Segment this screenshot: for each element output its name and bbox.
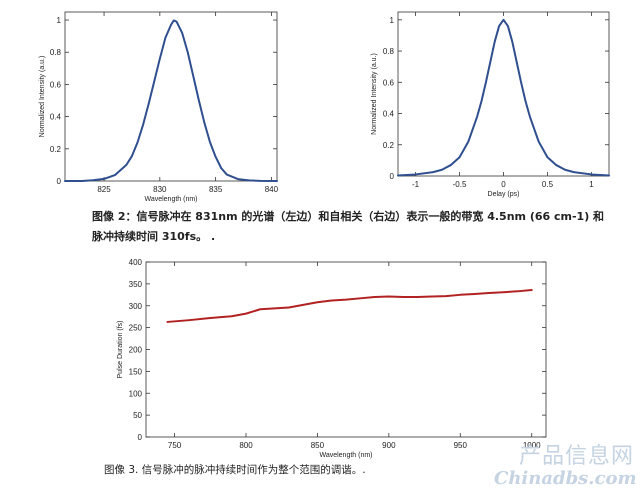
chart-autocorrelation-xtick-label: -1 (412, 180, 420, 189)
chart-spectrum-ytick-label: 0.8 (50, 48, 62, 57)
chart-spectrum-ytick-label: 0 (57, 177, 62, 186)
chart-duration-ytick-label: 150 (129, 367, 143, 376)
chart-spectrum-frame (64, 11, 278, 182)
chart-duration-xtick-label: 900 (382, 441, 396, 450)
chart-spectrum-series-line (64, 19, 278, 182)
chart-spectrum-ytick-label: 0.6 (50, 80, 62, 89)
chart-autocorrelation-xlabel: Delay (ps) (488, 191, 520, 198)
chart-autocorrelation-ytick-label: 0.4 (383, 110, 395, 119)
chart-autocorrelation-ytick-label: 1 (390, 16, 395, 25)
chart-duration-ytick-label: 50 (133, 411, 142, 420)
chart-duration-xtick-label: 800 (239, 441, 253, 450)
chart-autocorrelation-ytick-label: 0.6 (383, 78, 395, 87)
figure-3-caption: 图像 3. 信号脉冲的脉冲持续时间作为整个范围的调谐。. (104, 464, 366, 476)
chart-spectrum-xtick-label: 825 (97, 185, 111, 194)
chart-spectrum-xtick-label: 835 (209, 185, 223, 194)
chart-duration-ytick-label: 400 (129, 258, 143, 267)
chart-duration-xtick-label: 750 (168, 441, 182, 450)
chart-autocorrelation-series-line (397, 18, 610, 177)
chart-spectrum-ytick-label: 0.4 (50, 113, 62, 122)
chart-autocorrelation-xtick-label: 1 (589, 180, 594, 189)
chart-duration-ytick-label: 200 (129, 346, 143, 355)
chart-autocorrelation-ytick-label: 0.2 (383, 141, 395, 150)
figure-2-caption: 图像 2：信号脉冲在 831nm 的光谱（左边）和自相关（右边）表示一般的带宽 … (92, 210, 605, 243)
chart-autocorrelation-xtick-label: 0.5 (542, 180, 554, 189)
chart-spectrum-ytick-label: 1 (57, 16, 62, 25)
chart-duration-xlabel: Wavelength (nm) (319, 452, 372, 459)
chart-spectrum-ylabel: Normalized Intensity (a.u.) (39, 56, 46, 138)
chart-spectrum-xlabel: Wavelength (nm) (144, 196, 197, 203)
chart-spectrum-ytick-label: 0.2 (50, 145, 62, 154)
chart-duration-xtick-label: 950 (454, 441, 468, 450)
chart-duration-ytick-label: 350 (129, 280, 143, 289)
chart-autocorrelation-xtick-label: 0 (501, 180, 506, 189)
chart-autocorrelation-ytick-label: 0 (390, 172, 395, 181)
chart-spectrum-xtick-label: 830 (153, 185, 167, 194)
chart-autocorrelation-ytick-label: 0.8 (383, 47, 395, 56)
chart-duration-series-line (166, 289, 533, 323)
chart-autocorrelation-xtick-label: -0.5 (453, 180, 467, 189)
chart-duration-ytick-label: 250 (129, 324, 143, 333)
chart-duration-ytick-label: 0 (138, 433, 143, 442)
chart-autocorrelation-ylabel: Normalized Intensity (a.u.) (371, 53, 378, 135)
chart-duration-ytick-label: 100 (129, 389, 143, 398)
chart-duration-xtick-label: 850 (311, 441, 325, 450)
chart-duration-frame (145, 261, 547, 438)
chart-duration-ytick-label: 300 (129, 302, 143, 311)
chart-spectrum-xtick-label: 840 (265, 185, 279, 194)
chart-duration-ylabel: Pulse Duration (fs) (117, 321, 124, 379)
chart-duration-xtick-label: 1000 (523, 441, 541, 450)
